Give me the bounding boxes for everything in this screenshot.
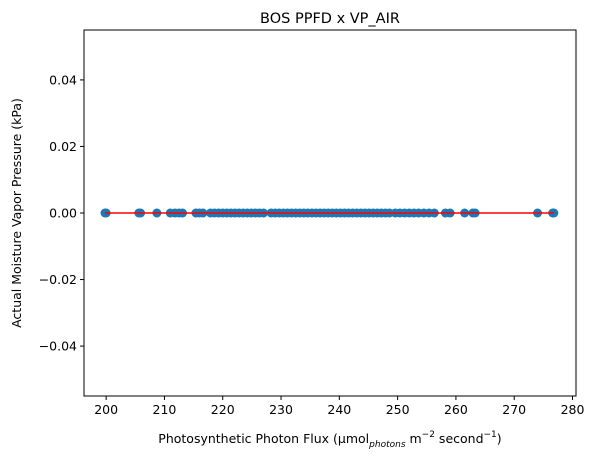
y-tick-label: 0.02 (49, 139, 77, 154)
y-axis-ticks: −0.04 −0.02 0.00 0.02 0.04 (39, 72, 84, 354)
plot-frame (83, 29, 577, 397)
y-tick-label: −0.02 (39, 272, 77, 287)
y-tick-label: −0.04 (39, 339, 77, 354)
x-tick-label: 230 (269, 402, 293, 417)
y-tick-label: 0.00 (49, 206, 77, 221)
x-tick-label: 270 (502, 402, 526, 417)
x-tick-label: 240 (327, 402, 351, 417)
x-tick-label: 200 (94, 402, 118, 417)
data-point (549, 208, 559, 218)
chart-title: BOS PPFD x VP_AIR (260, 11, 400, 27)
x-axis-label: Photosynthetic Photon Flux (μmolphotons … (158, 430, 501, 450)
x-tick-label: 210 (153, 402, 177, 417)
x-tick-label: 280 (561, 402, 585, 417)
x-axis-ticks: 200 210 220 230 240 250 260 270 280 (94, 396, 584, 417)
x-tick-label: 220 (211, 402, 235, 417)
x-tick-label: 250 (386, 402, 410, 417)
y-tick-label: 0.04 (49, 72, 77, 87)
y-axis-label: Actual Moisture Vapor Pressure (kPa) (9, 98, 24, 328)
x-tick-label: 260 (444, 402, 468, 417)
